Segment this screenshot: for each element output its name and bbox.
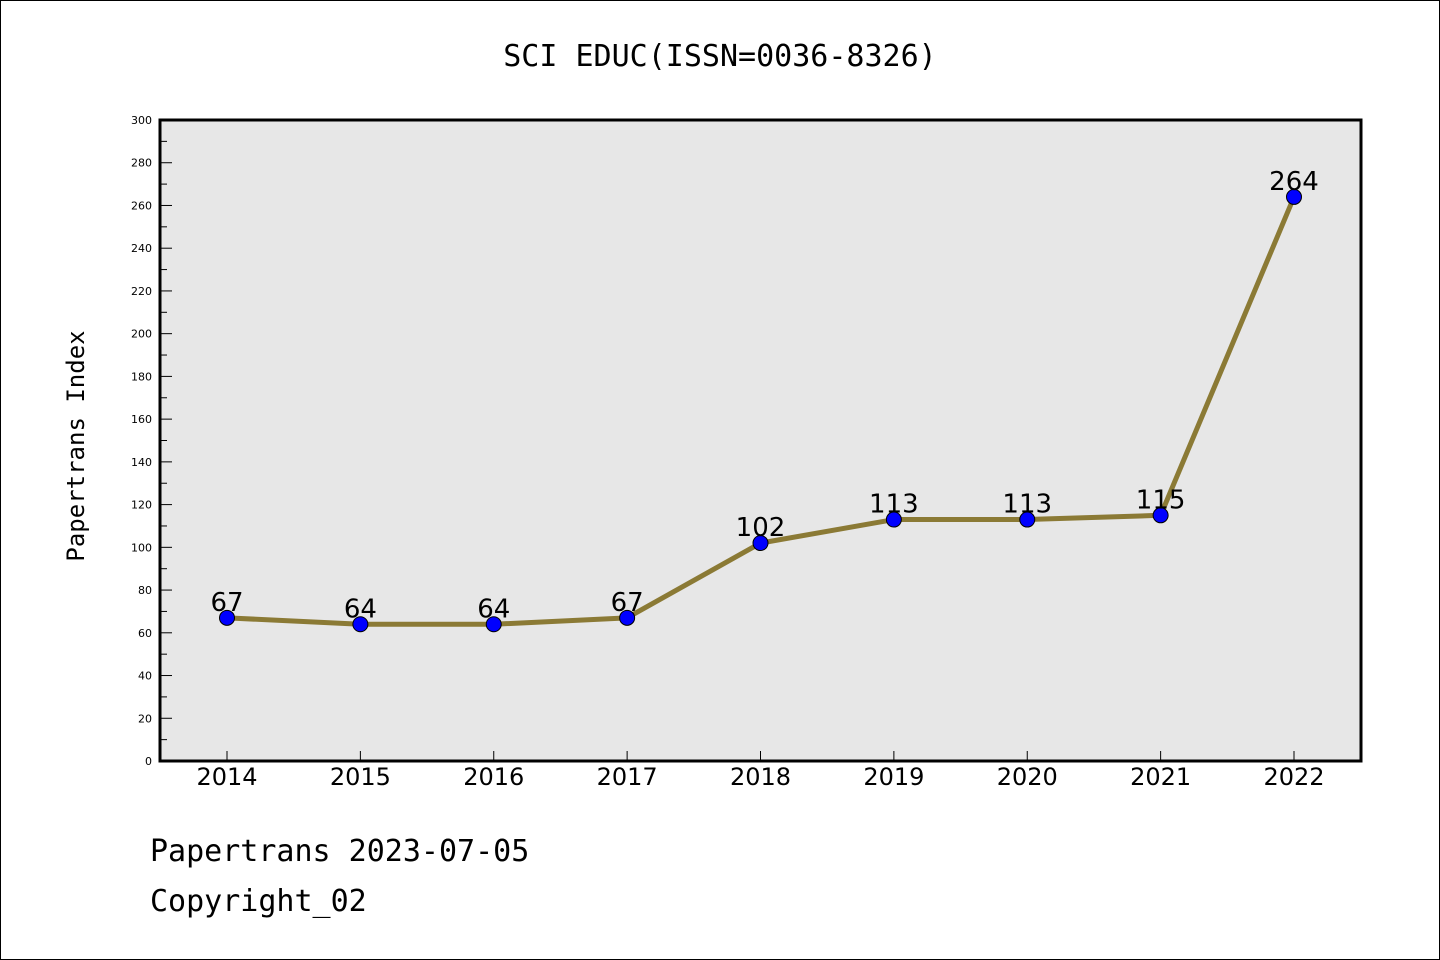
x-tick-label: 2015: [330, 763, 391, 791]
x-tick-label: 2019: [863, 763, 924, 791]
y-tick-label: 80: [138, 584, 152, 597]
x-tick-label: 2016: [463, 763, 524, 791]
x-axis-ticks: 2014 2015 2016 2017 2018 2019 2020 2021 2022: [196, 751, 1325, 791]
y-tick-label: 100: [131, 541, 152, 554]
data-label: 67: [210, 588, 243, 618]
data-point: [619, 609, 636, 626]
chart-title: SCI EDUC(ISSN=0036-8326): [503, 39, 936, 74]
y-tick-label: 0: [145, 755, 152, 768]
data-label: 64: [477, 594, 510, 624]
y-tick-label: 20: [138, 712, 152, 725]
data-point: [485, 616, 502, 633]
series-markers: [219, 188, 1302, 633]
data-label: 115: [1136, 485, 1186, 515]
data-label: 64: [344, 594, 377, 624]
y-axis-ticks: 0 20 40 60 80 100 120 140 160 180 200 220 240 260 280 3…: [131, 114, 172, 768]
footer-copyright: Copyright_02: [150, 884, 367, 919]
y-tick-label: 180: [131, 370, 152, 383]
data-point: [219, 609, 235, 626]
data-point: [1286, 188, 1302, 205]
data-label: 264: [1269, 167, 1319, 197]
y-tick-label: 120: [131, 499, 152, 512]
data-point: [1019, 511, 1036, 528]
data-point: [885, 511, 902, 528]
x-tick-label: 2017: [597, 763, 658, 791]
y-tick-label: 140: [131, 456, 152, 469]
y-tick-label: 200: [131, 328, 152, 341]
data-labels: 67 64 64 67 102 113 113 115 264: [210, 167, 1318, 624]
plot-area: [158, 118, 1363, 763]
data-point: [352, 616, 369, 633]
data-point: [1152, 507, 1169, 524]
y-axis-label: Papertrans Index: [62, 330, 90, 561]
y-tick-label: 160: [131, 413, 152, 426]
x-tick-label: 2021: [1130, 763, 1191, 791]
y-tick-label: 220: [131, 285, 152, 298]
y-tick-label: 260: [131, 199, 152, 212]
data-point: [752, 535, 769, 552]
x-tick-label: 2020: [997, 763, 1058, 791]
x-tick-label: 2022: [1263, 763, 1324, 791]
footer-date: Papertrans 2023-07-05: [150, 834, 530, 869]
y-tick-label: 300: [131, 114, 152, 127]
y-tick-label: 60: [138, 627, 152, 640]
data-label: 67: [611, 588, 644, 618]
y-tick-label: 40: [138, 670, 152, 683]
data-label: 102: [736, 513, 786, 543]
data-label: 113: [869, 490, 919, 520]
y-tick-label: 240: [131, 242, 152, 255]
data-label: 113: [1002, 490, 1052, 520]
x-tick-label: 2018: [730, 763, 791, 791]
y-tick-label: 280: [131, 157, 152, 170]
x-tick-label: 2014: [196, 763, 257, 791]
